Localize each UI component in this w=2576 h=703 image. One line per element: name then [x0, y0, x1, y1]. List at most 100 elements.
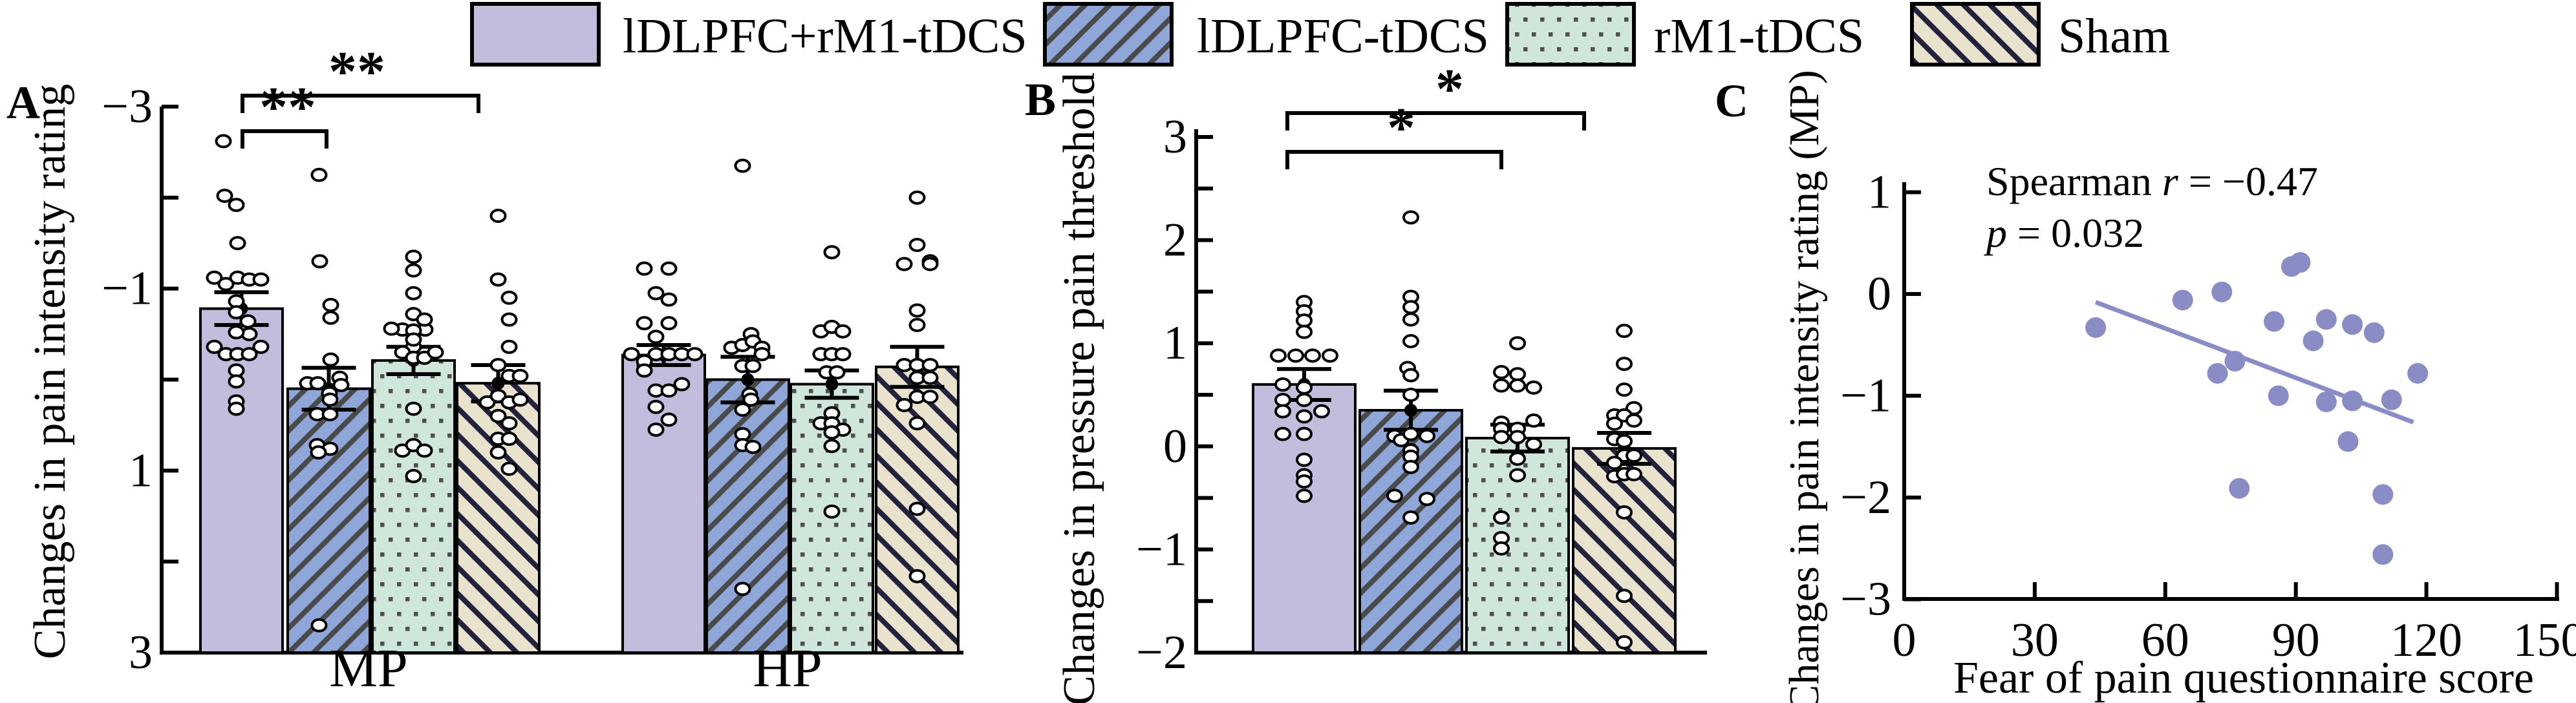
scatter-point	[2315, 391, 2337, 412]
y-tick-label: −2	[1840, 471, 1891, 524]
y-tick-label: −3	[1840, 573, 1891, 626]
data-point-ring	[636, 316, 653, 331]
data-point-ring	[405, 401, 422, 416]
data-point-ring	[647, 286, 665, 300]
bar-hp-purple	[621, 353, 706, 654]
data-point-ring	[823, 439, 841, 454]
legend-item-cream: Sham	[1910, 2, 2170, 67]
data-point-ring	[511, 392, 529, 407]
data-point-ring	[823, 425, 841, 440]
x-tick-label: 150	[2513, 614, 2576, 667]
data-point-ring	[1274, 426, 1291, 441]
data-point-ring	[311, 254, 328, 269]
data-point-ring	[321, 407, 339, 422]
scatter-point	[2268, 385, 2289, 406]
data-point-ring	[1606, 416, 1623, 431]
bar-group-b-s0	[1252, 295, 1357, 654]
data-point-ring	[921, 357, 939, 372]
bar-mp-purple	[199, 307, 284, 655]
group-label-hp: HP	[753, 638, 822, 698]
scatter-point	[2381, 389, 2402, 410]
data-point-ring	[215, 134, 232, 149]
y-tick-label: 3	[1163, 110, 1187, 163]
data-point-ring	[405, 286, 422, 300]
data-point-ring	[1270, 348, 1287, 363]
data-point-ring	[228, 401, 245, 416]
data-point-ring	[489, 388, 507, 403]
data-point-ring	[686, 347, 703, 362]
data-point-ring	[896, 257, 913, 271]
data-point-ring	[744, 359, 762, 373]
x-tick-label: 30	[2011, 614, 2059, 667]
data-point-ring	[216, 189, 233, 204]
data-point-ring	[660, 292, 678, 307]
data-point-ring	[823, 245, 841, 260]
data-point-ring	[823, 504, 841, 519]
data-point-ring	[500, 339, 518, 354]
data-point-ring	[734, 402, 751, 417]
cream-diagonal-swatch-icon	[1910, 2, 2041, 67]
data-point-ring	[1296, 488, 1313, 503]
data-point-ring	[229, 236, 246, 251]
panel-c: C Changes in pain intensity rating (MP) 1 0…	[1715, 70, 2576, 703]
data-point-ring	[1402, 510, 1419, 525]
data-point-ring	[647, 399, 665, 414]
data-point-ring	[321, 392, 339, 407]
data-point-ring	[217, 277, 235, 291]
data-point-ring	[1493, 364, 1510, 379]
data-point-ring	[206, 339, 223, 354]
data-point-ring	[660, 261, 678, 276]
panel-a-y-axis-title: Changes in pain intensity rating	[25, 84, 75, 659]
scatter-point	[2372, 484, 2394, 505]
data-point-ring	[1606, 456, 1623, 470]
data-point-ring	[908, 569, 926, 583]
data-point-ring	[1616, 383, 1633, 397]
bar-group-mp-s3	[456, 208, 541, 654]
panel-c-letter: C	[1715, 75, 1748, 127]
bar-group-b-s3	[1572, 324, 1677, 654]
group-label-mp: MP	[329, 638, 407, 698]
data-point-ring	[1509, 451, 1526, 466]
data-point-ring	[1493, 541, 1510, 556]
data-point-ring	[734, 158, 751, 173]
significance-stars: *	[1435, 58, 1464, 121]
bar-purple	[1252, 383, 1357, 654]
bar-cream	[1572, 446, 1677, 654]
legend-item-blue: lDLPFC-tDCS	[1043, 2, 1489, 67]
bar-mp-blue	[286, 387, 371, 654]
y-tick-label: −1	[1136, 523, 1187, 576]
data-point-ring	[660, 412, 678, 427]
data-point-ring	[322, 352, 339, 367]
panel-c-y-axis-title: Changes in pain intensity rating (MP)	[1781, 70, 1828, 703]
data-point-ring	[908, 238, 926, 253]
data-point-ring	[753, 347, 771, 362]
data-point-ring	[228, 374, 245, 389]
solid-purple-swatch-icon	[470, 2, 601, 67]
data-point-ring	[500, 432, 518, 446]
legend-label-0: lDLPFC+rM1-tDCS	[623, 9, 1027, 63]
data-point-ring	[673, 377, 691, 392]
data-point-ring	[405, 332, 422, 347]
data-point-ring	[1402, 334, 1419, 349]
data-point-ring	[1296, 409, 1313, 424]
data-point-ring	[511, 368, 529, 383]
data-point-ring	[734, 582, 751, 596]
data-point-ring	[1274, 377, 1291, 392]
significance-stars: **	[259, 76, 316, 139]
data-point-ring	[1626, 448, 1642, 463]
data-point-ring	[500, 461, 518, 476]
data-point-ring	[1304, 348, 1321, 363]
data-point-ring	[1616, 505, 1633, 519]
scatter-point	[2407, 362, 2429, 384]
bar-group-hp-s3	[875, 190, 960, 655]
scatter-point	[2264, 311, 2285, 332]
data-point-ring	[742, 392, 760, 407]
data-point-ring	[478, 395, 496, 410]
data-point-ring	[489, 357, 507, 372]
scatter-point	[2224, 350, 2246, 372]
scatter-point	[2229, 477, 2250, 499]
significance-stars: **	[328, 41, 385, 103]
data-point-ring	[1402, 459, 1419, 474]
data-point-ring	[310, 445, 327, 460]
